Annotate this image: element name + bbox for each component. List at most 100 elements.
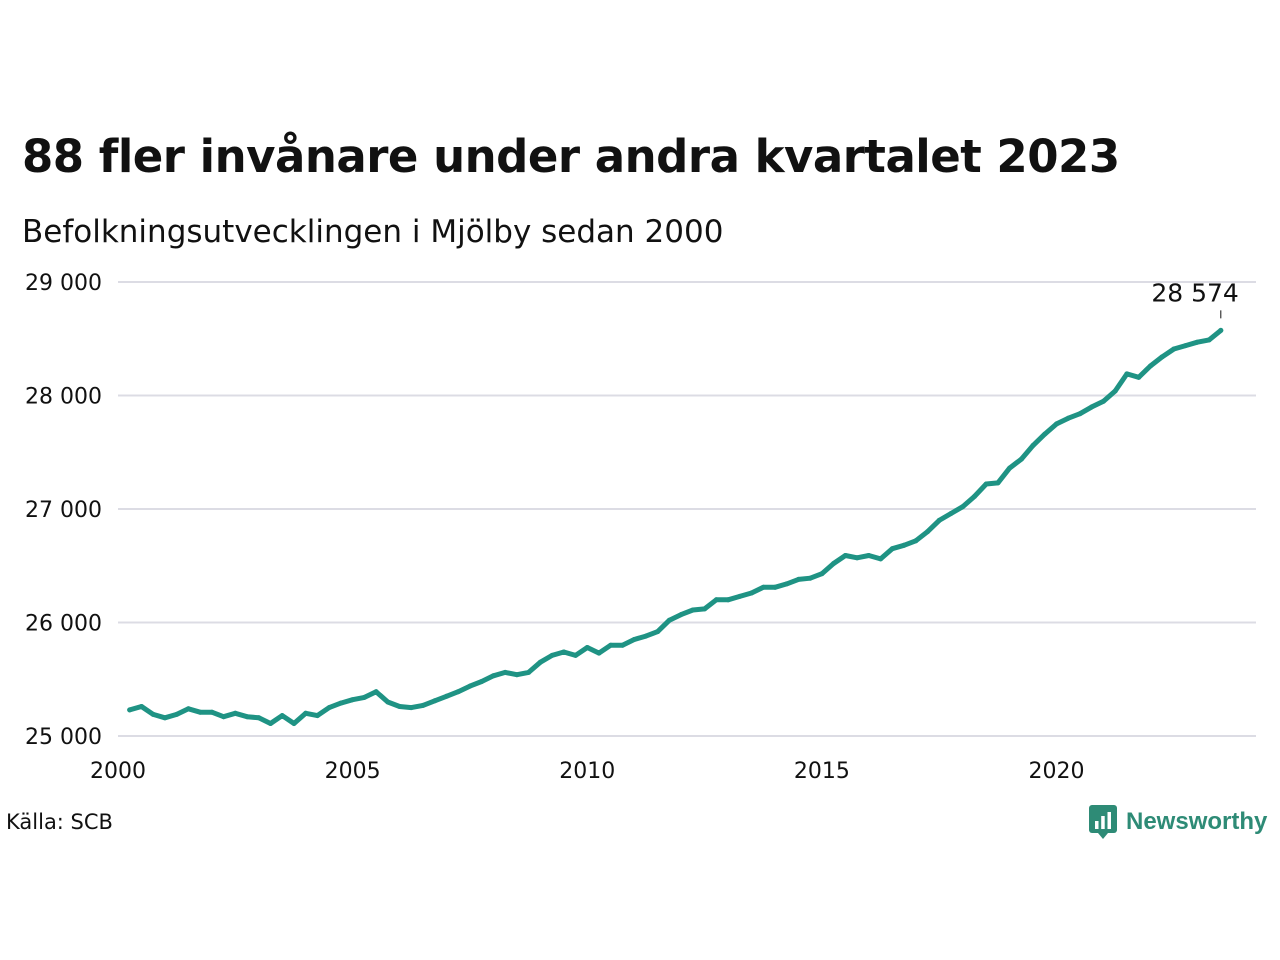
data-point bbox=[268, 721, 273, 726]
data-point bbox=[1136, 374, 1142, 380]
data-point bbox=[1089, 404, 1095, 410]
y-axis-ticks: 25 000 26 000 27 000 28 000 29 000 bbox=[25, 271, 102, 750]
data-point bbox=[948, 511, 954, 516]
data-point bbox=[737, 593, 743, 599]
data-point bbox=[901, 542, 907, 548]
data-point bbox=[490, 673, 496, 679]
data-point bbox=[1077, 411, 1083, 417]
data-point bbox=[760, 584, 766, 590]
data-point bbox=[995, 480, 1001, 486]
x-tick-label: 2005 bbox=[325, 759, 381, 784]
source-note: Källa: SCB bbox=[6, 810, 113, 834]
data-point bbox=[444, 693, 449, 699]
data-point bbox=[1194, 339, 1200, 345]
data-point bbox=[561, 649, 567, 655]
data-point bbox=[573, 652, 578, 658]
data-point bbox=[831, 561, 837, 566]
data-point bbox=[772, 584, 778, 590]
y-tick-label: 26 000 bbox=[25, 612, 102, 637]
x-tick-label: 2015 bbox=[794, 759, 850, 784]
data-point bbox=[796, 576, 801, 582]
annotation-label: 28 574 bbox=[1151, 278, 1238, 307]
data-point bbox=[725, 597, 731, 603]
y-tick-label: 28 000 bbox=[25, 385, 102, 410]
data-point bbox=[1171, 346, 1177, 352]
data-point bbox=[514, 672, 520, 678]
data-point bbox=[1007, 465, 1013, 471]
y-tick-label: 29 000 bbox=[25, 271, 102, 296]
data-point bbox=[1218, 327, 1224, 333]
brand-logo[interactable]: Newsworthy bbox=[1088, 804, 1267, 840]
data-point bbox=[690, 607, 696, 613]
data-point bbox=[960, 504, 966, 510]
data-point bbox=[620, 642, 625, 648]
data-point bbox=[643, 633, 649, 639]
data-point bbox=[385, 699, 391, 705]
data-point bbox=[678, 612, 684, 618]
data-point bbox=[338, 700, 344, 706]
data-point bbox=[397, 704, 403, 709]
data-point bbox=[174, 711, 180, 717]
data-point bbox=[139, 704, 144, 709]
data-point bbox=[1183, 343, 1189, 349]
data-point bbox=[232, 710, 238, 716]
data-point bbox=[807, 575, 813, 581]
data-point bbox=[162, 715, 168, 721]
data-point bbox=[455, 689, 461, 695]
newsworthy-logo-icon bbox=[1089, 805, 1117, 839]
data-point bbox=[479, 679, 485, 684]
data-point bbox=[432, 698, 438, 704]
data-point bbox=[666, 617, 672, 623]
data-point bbox=[913, 538, 919, 544]
population-line bbox=[127, 327, 1224, 726]
chart-title: 88 fler invånare under andra kvartalet 2… bbox=[22, 130, 1120, 183]
data-point bbox=[1065, 415, 1071, 421]
data-point bbox=[326, 705, 332, 711]
data-point bbox=[291, 721, 297, 726]
data-point bbox=[408, 705, 414, 711]
brand-name: Newsworthy bbox=[1126, 808, 1268, 835]
data-point bbox=[702, 606, 708, 612]
data-point bbox=[197, 709, 203, 715]
data-point bbox=[889, 546, 895, 552]
x-tick-label: 2020 bbox=[1029, 759, 1085, 784]
data-points bbox=[127, 327, 1224, 726]
data-point bbox=[314, 713, 320, 719]
data-point bbox=[631, 637, 637, 642]
data-point bbox=[1124, 371, 1130, 377]
y-tick-label: 25 000 bbox=[25, 725, 102, 750]
data-point bbox=[1206, 337, 1212, 343]
data-point bbox=[303, 710, 309, 716]
data-point bbox=[1054, 421, 1060, 427]
data-point bbox=[1147, 363, 1153, 369]
data-point bbox=[1112, 388, 1118, 394]
data-point bbox=[209, 709, 215, 715]
y-tick-label: 27 000 bbox=[25, 498, 102, 523]
data-point bbox=[1159, 354, 1165, 360]
data-point bbox=[854, 555, 860, 561]
data-point bbox=[256, 715, 262, 721]
x-axis-ticks: 2000 2005 2010 2015 2020 bbox=[90, 759, 1085, 784]
data-point bbox=[1030, 442, 1036, 448]
data-point bbox=[749, 590, 754, 596]
data-point bbox=[185, 706, 191, 712]
data-point bbox=[936, 517, 942, 523]
data-point bbox=[819, 571, 825, 577]
data-point bbox=[971, 494, 977, 499]
x-tick-label: 2000 bbox=[90, 759, 146, 784]
data-point bbox=[713, 597, 719, 603]
data-point bbox=[526, 669, 532, 675]
data-point bbox=[1042, 431, 1048, 437]
data-point bbox=[584, 645, 590, 650]
data-point bbox=[127, 707, 133, 713]
grid-lines bbox=[118, 281, 1256, 737]
data-point bbox=[608, 642, 614, 648]
data-point bbox=[361, 694, 367, 700]
data-point bbox=[1018, 456, 1024, 462]
data-point bbox=[866, 553, 872, 558]
data-point bbox=[655, 629, 661, 635]
data-point bbox=[842, 553, 848, 558]
data-point bbox=[467, 683, 473, 689]
data-point bbox=[784, 581, 790, 587]
